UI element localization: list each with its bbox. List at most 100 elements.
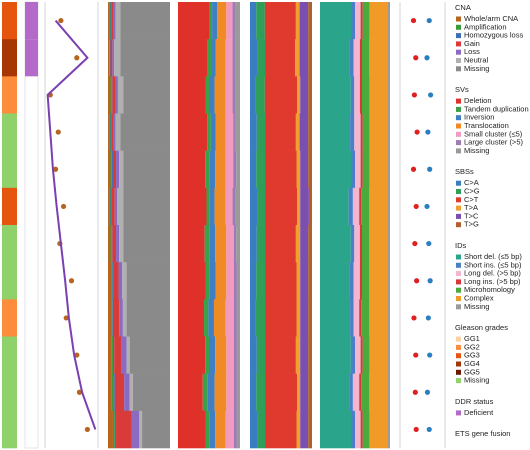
legend-swatch — [456, 279, 461, 285]
legend-title: ETS gene fusion — [455, 429, 510, 438]
stacked-segment — [297, 76, 301, 114]
stacked-segment — [225, 76, 233, 114]
stacked-segment — [116, 410, 132, 449]
dot — [425, 129, 431, 135]
dot — [412, 389, 418, 395]
stacked-segment — [296, 299, 301, 337]
stacked-segment — [250, 373, 257, 412]
stacked-segment — [369, 113, 388, 151]
legend-swatch — [456, 205, 461, 211]
stacked-segment — [111, 373, 114, 412]
legend-label: Long del. (>5 bp) — [464, 269, 521, 278]
stacked-segment — [250, 113, 257, 151]
stacked-segment — [215, 39, 226, 77]
legend-label: GG4 — [464, 359, 480, 368]
stacked-segment — [209, 410, 216, 449]
stacked-segment — [236, 373, 240, 412]
stacked-segment — [120, 39, 170, 77]
stacked-segment — [120, 2, 170, 40]
stacked-segment — [114, 410, 117, 449]
legend-swatch — [456, 140, 461, 146]
stacked-segment — [295, 2, 300, 40]
stacked-segment — [212, 2, 218, 40]
stacked-segment — [250, 410, 258, 449]
legend-swatch — [456, 336, 461, 342]
stacked-segment — [129, 336, 170, 374]
legend-swatch — [456, 271, 461, 277]
legend-label: Neutral — [464, 55, 489, 64]
stacked-segment — [360, 113, 363, 151]
stacked-segment — [119, 299, 123, 337]
stacked-segment — [369, 187, 388, 226]
stacked-segment — [226, 225, 234, 263]
stacked-segment — [299, 39, 309, 77]
stacked-segment — [265, 113, 296, 151]
stacked-segment — [265, 187, 298, 226]
stacked-segment — [264, 76, 298, 114]
stacked-segment — [354, 225, 360, 263]
stacked-segment — [109, 39, 111, 77]
stacked-segment — [359, 373, 362, 412]
stacked-segment — [116, 225, 120, 263]
stacked-segment — [178, 39, 208, 77]
stacked-segment — [320, 262, 350, 300]
stacked-segment — [362, 150, 370, 189]
stacked-segment — [387, 150, 390, 189]
stacked-segment — [250, 299, 256, 337]
stacked-segment — [209, 150, 216, 189]
dot — [412, 240, 418, 247]
stacked-segment — [362, 39, 369, 77]
stacked-segment — [123, 225, 170, 263]
stacked-segment — [320, 76, 351, 114]
stacked-segment — [265, 262, 297, 300]
stacked-segment — [320, 2, 352, 40]
stacked-segment — [308, 113, 312, 151]
stacked-segment — [209, 262, 216, 300]
dot — [426, 17, 432, 24]
stacked-segment — [354, 113, 361, 151]
stacked-segment — [369, 225, 388, 263]
stacked-segment — [209, 187, 215, 226]
stacked-segment — [349, 39, 354, 77]
stacked-segment — [235, 113, 240, 151]
legend-swatch — [456, 410, 461, 416]
legend-label: Missing — [464, 302, 489, 311]
stacked-segment — [351, 2, 355, 40]
legend-label: Deficient — [464, 408, 494, 417]
heatmap-cell — [2, 76, 17, 114]
stacked-segment — [132, 373, 170, 412]
legend-label: Missing — [464, 376, 489, 385]
dot — [427, 278, 433, 284]
stacked-segment — [320, 225, 351, 263]
dot — [428, 92, 434, 98]
stacked-segment — [320, 150, 352, 189]
dot — [55, 129, 61, 135]
stacked-segment — [108, 262, 112, 300]
stacked-segment — [235, 39, 240, 77]
stacked-segment — [109, 39, 110, 77]
stacked-segment — [108, 373, 112, 412]
stacked-segment — [111, 336, 113, 374]
stacked-segment — [308, 2, 312, 40]
legend-label: Loss — [464, 47, 480, 56]
stacked-segment — [108, 39, 110, 77]
stacked-segment — [362, 113, 370, 151]
stacked-segment — [124, 373, 130, 412]
stacked-segment — [320, 187, 349, 226]
stacked-segment — [255, 299, 266, 337]
stacked-segment — [126, 336, 130, 374]
stacked-segment — [236, 225, 240, 263]
stacked-segment — [226, 262, 234, 300]
dot — [68, 278, 75, 284]
stacked-segment — [115, 76, 118, 114]
legend-swatch — [456, 361, 461, 367]
stacked-segment — [207, 39, 212, 77]
legend-label: GG3 — [464, 351, 480, 360]
stacked-segment — [350, 76, 355, 114]
stacked-segment — [354, 76, 360, 114]
legend-label: Short del. (≤5 bp) — [464, 252, 522, 261]
stacked-segment — [233, 113, 236, 151]
legend-swatch — [456, 24, 461, 30]
stacked-segment — [349, 373, 353, 412]
stacked-segment — [300, 373, 309, 412]
